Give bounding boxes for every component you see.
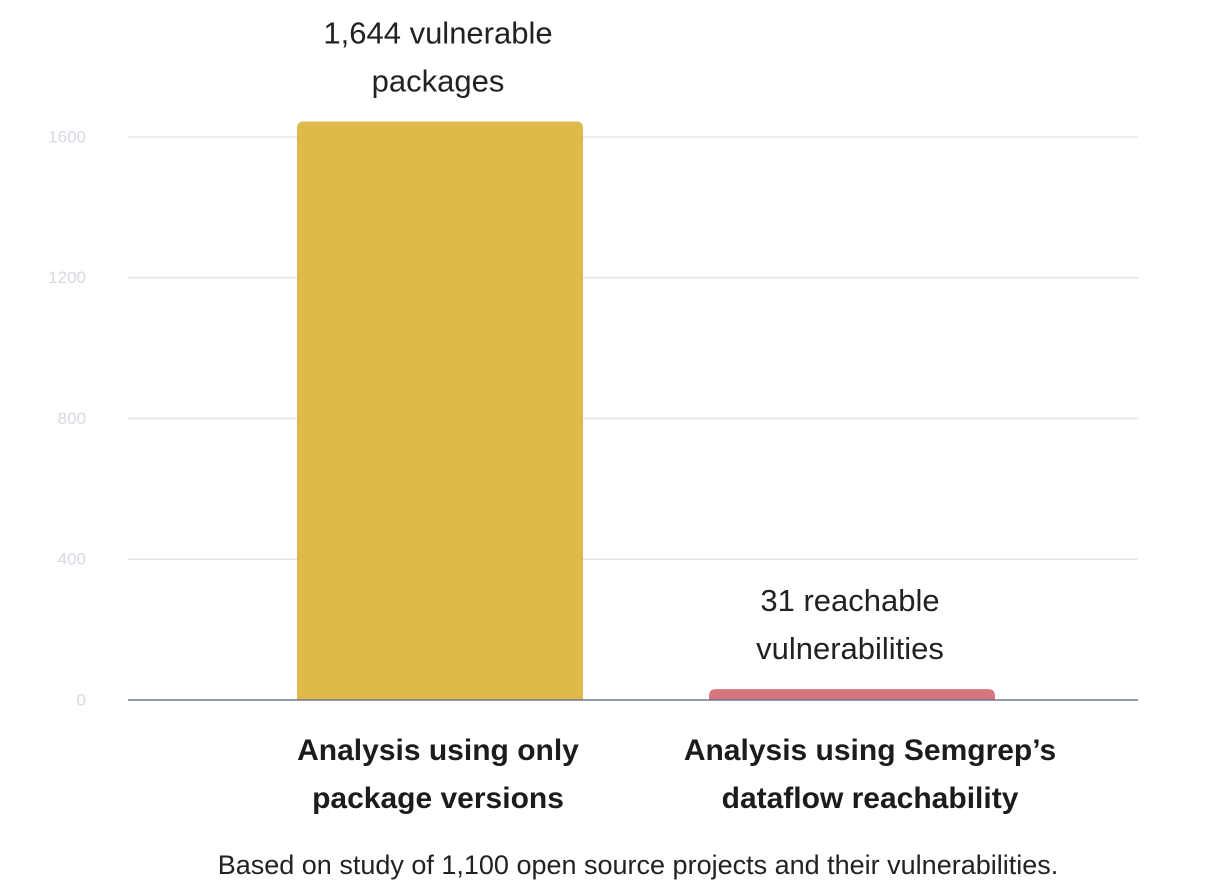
y-tick-label: 1200 xyxy=(48,268,86,287)
chart-footnote: Based on study of 1,100 open source proj… xyxy=(217,850,1059,880)
x-category-label: Analysis using only xyxy=(297,734,579,767)
bar-value-label: 1,644 vulnerable xyxy=(323,16,552,51)
x-category-label: Analysis using Semgrep’s xyxy=(684,734,1056,767)
y-tick-label: 800 xyxy=(58,409,86,428)
bar-value-label: packages xyxy=(372,64,505,99)
y-tick-label: 0 xyxy=(77,690,86,709)
bar xyxy=(709,689,995,700)
x-category-label: package versions xyxy=(312,782,564,815)
y-tick-label: 1600 xyxy=(48,127,86,146)
x-category-label: dataflow reachability xyxy=(722,782,1019,815)
y-tick-label: 400 xyxy=(58,550,86,569)
bar-value-label: vulnerabilities xyxy=(756,631,944,666)
bar xyxy=(297,121,583,700)
bar-value-label: 31 reachable xyxy=(760,583,939,618)
